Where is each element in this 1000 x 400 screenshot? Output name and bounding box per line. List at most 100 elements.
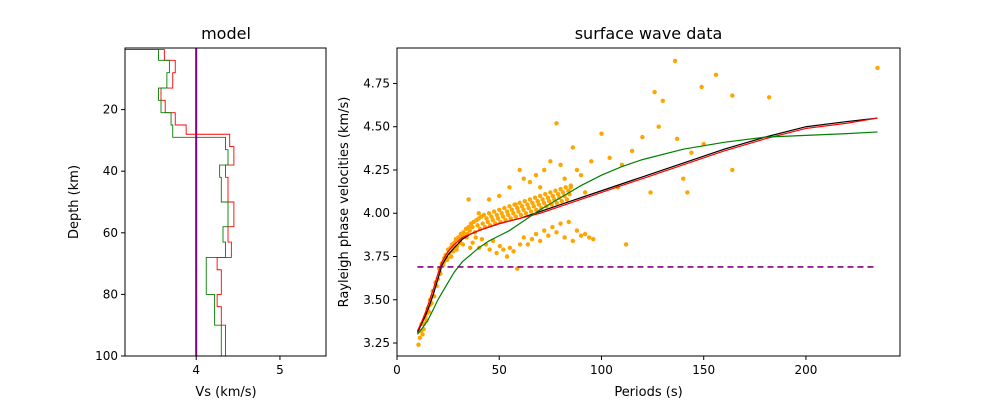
data-point — [672, 58, 678, 64]
data-point — [494, 250, 499, 256]
data-point — [674, 136, 680, 142]
data-point — [582, 190, 588, 195]
data-point — [563, 185, 568, 190]
data-point — [466, 197, 471, 202]
data-point — [542, 167, 547, 173]
chart-title: model — [201, 24, 251, 43]
data-point — [507, 204, 512, 209]
y-axis-label: Rayleigh phase velocities (km/s) — [337, 97, 352, 308]
data-point — [515, 205, 520, 211]
data-point — [476, 211, 481, 216]
x-axis-label: Vs (km/s) — [195, 385, 256, 400]
data-point — [495, 216, 501, 221]
data-point — [554, 121, 559, 126]
data-point — [491, 209, 497, 214]
data-point — [542, 228, 547, 233]
chart-title: surface wave data — [575, 24, 723, 43]
data-point — [521, 176, 526, 181]
data-point — [466, 224, 471, 230]
y-tick-label: 3.50 — [363, 293, 390, 307]
data-point — [480, 221, 485, 226]
data-point — [454, 243, 460, 249]
data-point — [486, 211, 492, 216]
data-point — [587, 235, 592, 240]
data-point — [560, 190, 566, 195]
data-point — [540, 197, 545, 202]
data-point — [530, 200, 535, 206]
data-point — [591, 237, 596, 242]
data-point — [660, 98, 666, 103]
data-point — [470, 240, 475, 245]
data-point — [517, 242, 523, 247]
data-point — [420, 332, 425, 337]
data-point — [522, 198, 527, 204]
data-point — [507, 185, 512, 190]
data-point — [875, 65, 880, 71]
data-point — [574, 167, 580, 173]
y-tick-label: 4.25 — [363, 163, 390, 177]
data-point — [589, 159, 594, 164]
data-point — [656, 124, 661, 129]
x-tick-label: 0 — [393, 363, 401, 377]
surface-wave-chart: surface wave data Periods (s) Rayleigh p… — [337, 24, 901, 400]
series-layer — [416, 117, 878, 335]
tick-layer: 4 5 20 40 60 80 100 — [95, 103, 284, 377]
data-point — [652, 89, 657, 95]
data-point — [460, 242, 466, 247]
series-layer — [125, 48, 235, 356]
data-point — [500, 214, 506, 219]
data-point — [527, 197, 533, 202]
data-point — [629, 148, 635, 154]
y-tick-label: 4.75 — [363, 76, 390, 90]
data-point — [506, 212, 511, 218]
data-point — [479, 237, 485, 242]
tick-layer: 0 50 100 150 200 3.25 3.50 3.75 4.00 4.25 4.50 4.75 — [363, 76, 817, 377]
data-point — [489, 214, 494, 219]
data-point — [507, 245, 513, 251]
data-point — [511, 211, 516, 216]
data-point — [525, 202, 530, 207]
data-point — [486, 197, 492, 202]
dispersion-curve-line — [416, 131, 878, 335]
data-point — [570, 145, 576, 150]
data-point — [521, 235, 526, 240]
data-point — [484, 216, 489, 221]
data-point — [566, 219, 571, 225]
data-point — [574, 228, 580, 233]
data-point — [766, 95, 772, 100]
data-point — [562, 176, 567, 181]
data-point — [456, 235, 461, 240]
data-point — [529, 237, 535, 242]
data-point — [481, 212, 487, 218]
data-point — [504, 209, 510, 214]
model-profile-line — [125, 49, 229, 356]
data-point — [519, 204, 525, 209]
data-point — [494, 212, 499, 218]
data-point — [511, 249, 516, 254]
data-point — [417, 335, 423, 341]
data-point — [648, 190, 653, 195]
data-point — [523, 211, 529, 216]
y-tick-label: 100 — [95, 349, 118, 363]
data-point — [468, 245, 473, 251]
data-point — [548, 159, 553, 164]
data-point — [570, 238, 576, 244]
x-tick-label: 5 — [276, 363, 284, 377]
data-point — [533, 231, 539, 237]
data-point — [487, 247, 492, 252]
y-axis-label: Depth (km) — [67, 165, 82, 239]
data-point — [730, 167, 735, 173]
data-point — [564, 197, 570, 202]
data-point — [562, 235, 567, 240]
data-point — [553, 188, 558, 193]
data-point — [532, 195, 538, 200]
axes-frame — [124, 47, 327, 357]
data-point — [640, 134, 645, 140]
data-point — [545, 195, 551, 200]
y-tick-label: 80 — [103, 287, 118, 301]
data-point — [537, 193, 543, 199]
data-point — [548, 190, 553, 195]
data-point — [531, 204, 536, 209]
data-point — [528, 209, 534, 214]
